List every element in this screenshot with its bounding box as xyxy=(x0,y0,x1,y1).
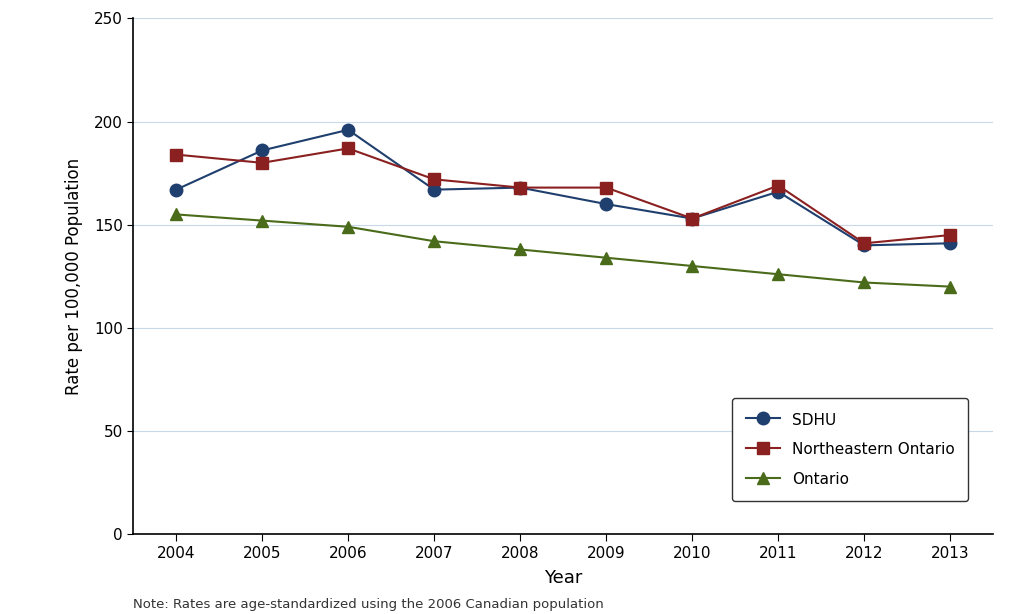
Legend: SDHU, Northeastern Ontario, Ontario: SDHU, Northeastern Ontario, Ontario xyxy=(732,398,969,501)
Ontario xyxy=(256,217,268,224)
SDHU xyxy=(772,188,784,195)
Ontario xyxy=(342,223,354,230)
Line: Ontario: Ontario xyxy=(171,209,955,292)
Ontario xyxy=(772,271,784,278)
Northeastern Ontario xyxy=(342,145,354,152)
Northeastern Ontario xyxy=(428,176,440,183)
Y-axis label: Rate per 100,000 Population: Rate per 100,000 Population xyxy=(65,158,83,395)
Ontario xyxy=(858,279,870,286)
Line: Northeastern Ontario: Northeastern Ontario xyxy=(171,143,955,249)
Ontario xyxy=(600,254,612,262)
Northeastern Ontario xyxy=(772,182,784,189)
SDHU xyxy=(428,186,440,193)
Northeastern Ontario xyxy=(858,239,870,247)
SDHU xyxy=(944,239,956,247)
Text: Note: Rates are age-standardized using the 2006 Canadian population: Note: Rates are age-standardized using t… xyxy=(133,598,604,611)
SDHU xyxy=(256,147,268,154)
X-axis label: Year: Year xyxy=(544,569,583,588)
Ontario xyxy=(686,262,698,270)
Northeastern Ontario xyxy=(686,215,698,222)
SDHU xyxy=(858,242,870,249)
SDHU xyxy=(342,126,354,133)
SDHU xyxy=(514,184,526,192)
SDHU xyxy=(600,200,612,208)
Northeastern Ontario xyxy=(944,231,956,239)
SDHU xyxy=(686,215,698,222)
Northeastern Ontario xyxy=(514,184,526,192)
SDHU xyxy=(170,186,182,193)
Ontario xyxy=(944,283,956,290)
Line: SDHU: SDHU xyxy=(170,123,956,252)
Northeastern Ontario xyxy=(170,151,182,158)
Ontario xyxy=(170,211,182,218)
Ontario xyxy=(514,246,526,253)
Ontario xyxy=(428,238,440,245)
Northeastern Ontario xyxy=(256,159,268,166)
Northeastern Ontario xyxy=(600,184,612,192)
